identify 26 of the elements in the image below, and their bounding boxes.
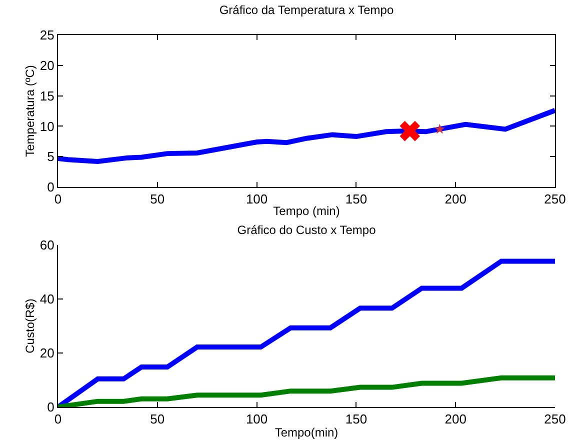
y-tick-label: 10 (40, 118, 54, 134)
x-tick-label: 50 (150, 412, 165, 427)
chart-title: Gráfico da Temperatura x Tempo (219, 3, 394, 18)
y-tick-label: 15 (40, 88, 54, 104)
y-tick-label: 5 (47, 149, 54, 164)
y-tick-label: 0 (47, 180, 54, 195)
chart-title: Gráfico do Custo x Tempo (237, 223, 376, 238)
y-tick-label: 25 (40, 28, 54, 43)
y-tick-label: 40 (40, 292, 54, 307)
y-axis-title: Temperatura (ºC) (23, 65, 38, 157)
x-tick-label: 150 (345, 192, 368, 207)
x-tick-label: 150 (345, 412, 368, 427)
x-axis-title: Tempo(min) (274, 426, 338, 440)
y-tick-label: 20 (40, 346, 54, 361)
y-tick-label: 20 (40, 58, 54, 73)
x-tick-label: 200 (444, 412, 466, 427)
x-tick-label: 50 (150, 192, 165, 207)
x-tick-label: 100 (246, 412, 268, 427)
x-tick-label: 200 (444, 192, 466, 207)
y-tick-label: 0 (47, 400, 54, 415)
x-tick-label: 250 (544, 412, 566, 427)
y-tick-label: 60 (40, 238, 54, 253)
x-tick-label: 100 (246, 192, 268, 207)
x-tick-label: 250 (544, 192, 566, 207)
y-axis-title: Custo(R$) (23, 298, 38, 354)
x-axis-title: Tempo (min) (273, 204, 340, 218)
